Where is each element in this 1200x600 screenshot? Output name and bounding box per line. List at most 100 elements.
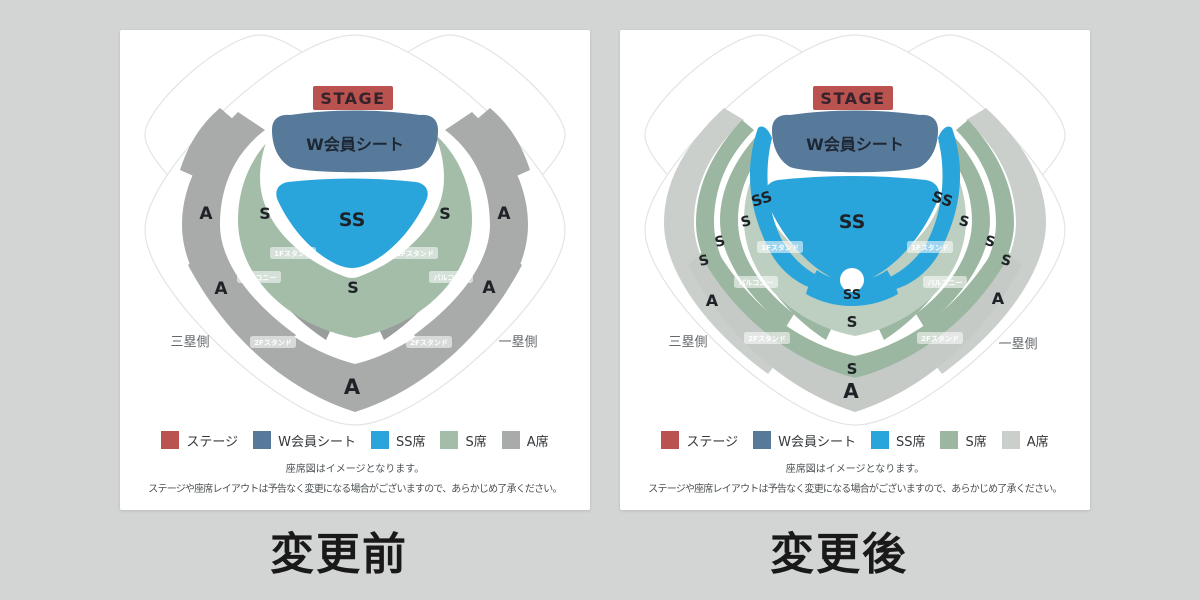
legend-label-w-seat: W会員シート <box>278 434 356 450</box>
stage-banner <box>813 86 893 110</box>
s-label-left: S <box>259 204 271 223</box>
legend-after: ステージ W会員シート SS席 S席 A席 <box>620 428 1090 452</box>
stand-2f-pill-right: 2Fスタンド <box>917 332 963 344</box>
caption-line1: 座席図はイメージとなります。 <box>285 464 425 475</box>
ss-wing-label-left: SS <box>749 187 774 211</box>
section-ss-center <box>764 176 940 283</box>
caption-line1: 座席図はイメージとなります。 <box>785 464 925 475</box>
a-label-upper-left: A <box>199 204 213 224</box>
home-plate-notch <box>840 268 864 292</box>
svg-text:バルコニー: バルコニー <box>242 274 277 282</box>
legend-swatch-w-seat <box>253 431 272 449</box>
panel-title-after: 変更後 <box>770 529 908 580</box>
balcony-pill-left: バルコニー <box>237 271 281 283</box>
a-label-left: A <box>706 291 719 310</box>
legend-swatch-s <box>440 431 459 449</box>
s-bowl-label-right: S <box>957 213 971 231</box>
s-crescent1-label-right: S <box>983 233 997 251</box>
stand-2f-pill-left: 2Fスタンド <box>250 336 296 348</box>
section-s-crescent-inner-left <box>720 132 794 327</box>
a-label-lower-left: A <box>214 279 228 299</box>
caption-before: 座席図はイメージとなります。 ステージや座席レイアウトは予告なく変更になる場合が… <box>120 460 590 495</box>
balcony-pill-right: バルコニー <box>923 276 967 288</box>
ss-rear-fan-label: SS <box>843 288 861 303</box>
legend-swatch-stage <box>661 431 680 449</box>
s-crescent2-label-left: S <box>697 252 711 270</box>
panel-title-before: 変更前 <box>270 529 408 580</box>
svg-text:バルコニー: バルコニー <box>434 274 469 282</box>
section-a-crescent-left <box>664 108 784 374</box>
legend-item-ss: SS席 <box>370 431 425 450</box>
s-bowl-label-left: S <box>739 213 753 231</box>
stand-2f-pill-right: 2Fスタンド <box>406 336 452 348</box>
stage-label: STAGE <box>820 89 885 108</box>
s-rear-label: S <box>847 313 858 331</box>
caption-after: 座席図はイメージとなります。 ステージや座席レイアウトは予告なく変更になる場合が… <box>620 460 1090 495</box>
s-label-right: S <box>439 204 451 223</box>
legend-item-s: S席 <box>440 431 487 450</box>
legend-swatch-stage <box>161 431 180 449</box>
caption-line2: ステージや座席レイアウトは予告なく変更になる場合がございますので、あらかじめ了承… <box>648 484 1062 495</box>
stage-label: STAGE <box>320 89 385 108</box>
ss-center-label: SS <box>339 209 366 231</box>
legend-swatch-ss <box>870 431 889 449</box>
first-base-side-label: 一塁側 <box>498 335 537 350</box>
legend-swatch-a <box>501 431 520 449</box>
legend-item-w-seat: W会員シート <box>753 431 856 450</box>
section-ss-wing-left <box>749 126 820 289</box>
section-w-member <box>272 110 438 173</box>
first-base-side-label: 一塁側 <box>998 337 1037 352</box>
s-label-bottom: S <box>347 278 359 297</box>
svg-text:1Fスタンド: 1Fスタンド <box>761 243 799 252</box>
section-s-bottom-band <box>700 244 1010 378</box>
section-ss-center <box>276 178 428 268</box>
legend-swatch-s <box>940 431 959 449</box>
s-crescent2-label-right: S <box>999 252 1013 270</box>
balcony-pill-right: バルコニー <box>429 271 473 283</box>
legend-item-stage: ステージ <box>161 431 238 450</box>
legend-label-stage: ステージ <box>186 434 239 450</box>
a-label-right: A <box>992 289 1005 308</box>
stage-banner <box>313 86 393 110</box>
legend-item-ss: SS席 <box>870 431 926 450</box>
caption-line2: ステージや座席レイアウトは予告なく変更になる場合がございますので、あらかじめ了承… <box>148 484 562 495</box>
balcony-pill-left: バルコニー <box>734 276 778 288</box>
svg-text:2Fスタンド: 2Fスタンド <box>410 338 448 347</box>
ss-center-label: SS <box>839 211 866 233</box>
legend-swatch-ss <box>370 431 389 449</box>
svg-text:1Fスタンド: 1Fスタンド <box>911 243 949 252</box>
a-label-bottom: A <box>344 375 361 399</box>
stand-1f-pill-left: 1Fスタンド <box>270 247 316 259</box>
third-base-side-label: 三塁側 <box>170 335 209 350</box>
legend-item-s: S席 <box>940 431 987 450</box>
legend-item-a: A席 <box>1001 431 1049 450</box>
section-s-crescent-outer-right <box>928 120 1014 346</box>
legend-item-stage: ステージ <box>661 431 738 450</box>
w-member-label: W会員シート <box>806 135 904 154</box>
legend-label-a: A席 <box>526 434 549 450</box>
section-w-member <box>772 110 938 173</box>
legend-swatch-w-seat <box>753 431 772 449</box>
section-a-upper-arc-left <box>180 108 234 178</box>
svg-text:バルコニー: バルコニー <box>739 279 774 287</box>
s-crescent1-label-left: S <box>713 233 727 251</box>
a-label-upper-right: A <box>497 204 511 224</box>
legend-label-w-seat: W会員シート <box>778 434 856 450</box>
stand-1f-pill-left: 1Fスタンド <box>757 241 803 253</box>
legend-label-ss: SS席 <box>895 434 926 450</box>
svg-text:1Fスタンド: 1Fスタンド <box>274 249 312 258</box>
legend-label-s: S席 <box>465 434 487 450</box>
section-a-bottom <box>188 244 522 412</box>
legend-label-s: S席 <box>965 434 987 450</box>
svg-text:2Fスタンド: 2Fスタンド <box>748 334 786 343</box>
legend-item-a: A席 <box>501 431 549 450</box>
seating-chart-card-after: W会員シート SS STAGE 1Fスタンド 1Fスタンド バルコニー バルコニ… <box>620 30 1090 510</box>
svg-text:2Fスタンド: 2Fスタンド <box>254 338 292 347</box>
section-ss-wing-right <box>890 126 961 289</box>
section-s-crescent-outer-left <box>696 120 782 346</box>
seating-diagram-before: W会員シート SS STAGE 1Fスタンド 1Fスタンド バルコニー バルコニ… <box>144 34 566 426</box>
legend-before: ステージ W会員シート SS席 S席 A席 <box>120 428 590 452</box>
legend-label-stage: ステージ <box>686 434 739 450</box>
stand-2f-pill-left: 2Fスタンド <box>744 332 790 344</box>
